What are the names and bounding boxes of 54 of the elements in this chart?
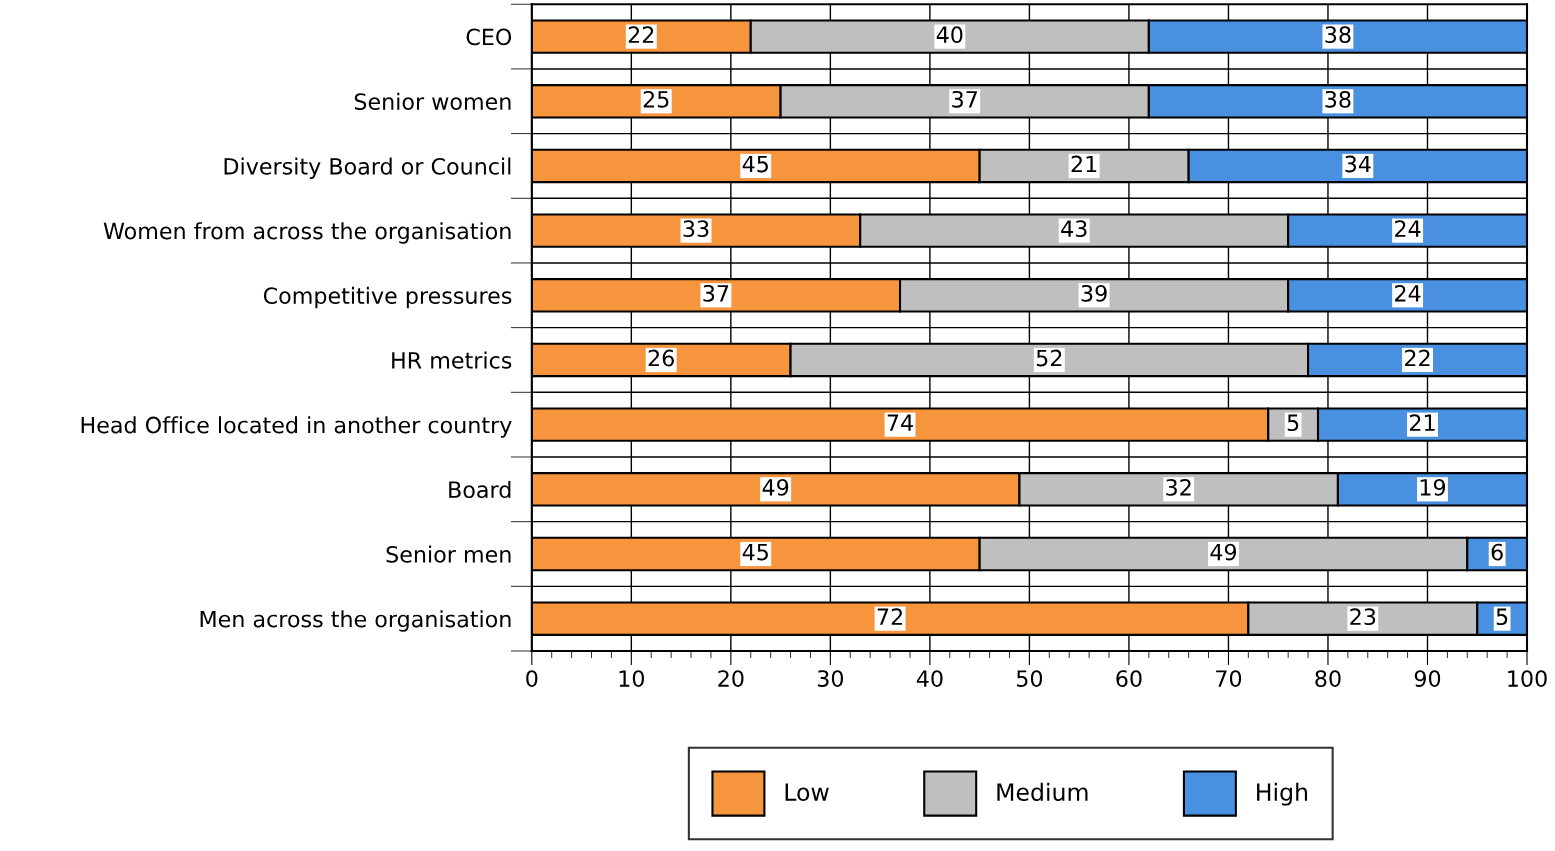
data-label: 37 (952, 90, 977, 108)
y-tick-label: Competitive pressures (263, 286, 512, 309)
y-tick-label: Women from across the organisation (103, 222, 511, 244)
data-label: 49 (1210, 543, 1237, 561)
data-label: 32 (1166, 478, 1191, 496)
data-label: 38 (1325, 90, 1351, 108)
y-tick-label: Diversity Board or Council (224, 157, 511, 180)
x-tick-label: 30 (817, 670, 844, 687)
x-tick-label: 50 (1016, 670, 1043, 687)
y-tick-label: Board (449, 480, 511, 499)
legend-label: Low (785, 783, 829, 802)
x-tick-label: 80 (1315, 670, 1341, 687)
x-tick-label: 10 (619, 670, 644, 687)
y-tick-label: Senior women (354, 92, 511, 111)
data-label: 22 (1405, 349, 1430, 367)
data-label: 72 (877, 608, 902, 625)
data-label: 74 (887, 414, 913, 431)
data-label: 52 (1036, 349, 1062, 367)
data-label: 23 (1350, 608, 1376, 626)
y-tick-label: Men across the organisation (200, 610, 511, 632)
data-label: 24 (1395, 284, 1421, 302)
legend-label: High (1257, 782, 1308, 806)
data-label: 38 (1325, 26, 1351, 44)
data-label: 45 (742, 543, 768, 561)
data-label: 22 (628, 26, 654, 43)
x-tick-label: 100 (1508, 670, 1547, 687)
data-label: 26 (648, 349, 674, 367)
data-label: 25 (643, 90, 669, 108)
data-label: 39 (1081, 284, 1107, 302)
y-tick-label: HR metrics (392, 351, 512, 369)
data-label: 49 (762, 478, 789, 496)
x-tick-label: 0 (526, 670, 538, 687)
data-label: 37 (703, 284, 729, 302)
data-label: 19 (1420, 478, 1446, 496)
data-label: 33 (683, 220, 709, 238)
legend-label: Medium (997, 782, 1088, 802)
y-tick-label: Senior men (386, 545, 511, 563)
y-tick-label: Head Office located in another country (81, 416, 512, 438)
data-label: 5 (1496, 608, 1508, 626)
data-label: 43 (1061, 220, 1087, 238)
y-tick-label: CEO (466, 28, 512, 46)
data-label: 21 (1071, 155, 1097, 173)
x-tick-label: 90 (1414, 670, 1441, 687)
data-label: 24 (1395, 220, 1421, 237)
x-tick-label: 20 (718, 670, 744, 687)
data-label: 5 (1287, 414, 1299, 432)
data-label: 45 (742, 155, 768, 173)
data-label: 40 (936, 26, 963, 44)
data-label: 34 (1345, 155, 1371, 173)
x-tick-label: 60 (1116, 670, 1142, 687)
x-tick-label: 40 (916, 670, 943, 687)
data-label: 21 (1410, 414, 1435, 431)
x-tick-label: 70 (1216, 670, 1242, 687)
data-label: 6 (1491, 543, 1503, 561)
